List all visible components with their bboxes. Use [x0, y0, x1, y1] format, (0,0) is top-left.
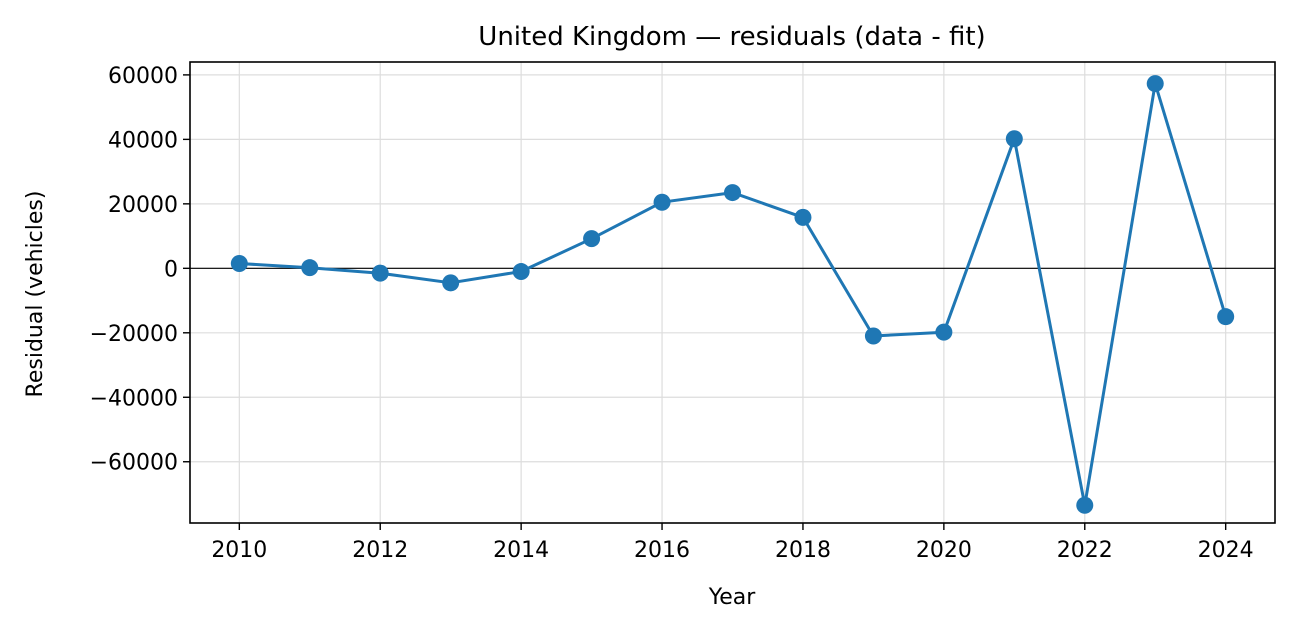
y-tick-label: −20000: [90, 322, 178, 347]
y-axis-title: Residual (vehicles): [23, 191, 48, 398]
y-tick-label: −40000: [90, 386, 178, 411]
data-point: [301, 259, 319, 277]
data-point: [512, 263, 530, 281]
data-point: [230, 254, 248, 272]
ticks: 2010 2012 2014 2016 2018 2020 2022 2024 −60000 −4…: [90, 64, 1254, 563]
data-point: [442, 274, 460, 292]
x-axis-title: Year: [708, 585, 757, 610]
series-line: [239, 82, 1228, 507]
data-point: [1076, 496, 1094, 514]
grid: [190, 62, 1275, 523]
y-tick-label: −60000: [90, 451, 178, 476]
x-tick-label: 2020: [916, 538, 972, 563]
y-tick-label: 40000: [108, 128, 178, 153]
x-tick-label: 2022: [1057, 538, 1113, 563]
chart-title: United Kingdom — residuals (data - fit): [478, 22, 985, 52]
data-point: [1146, 75, 1164, 93]
x-tick-label: 2012: [352, 538, 408, 563]
data-point: [371, 264, 389, 282]
data-point: [583, 230, 601, 248]
data-point: [935, 323, 953, 341]
data-point: [1217, 308, 1235, 326]
data-point: [724, 184, 741, 202]
x-tick-label: 2018: [775, 538, 831, 563]
x-tick-label: 2024: [1198, 538, 1254, 563]
x-tick-label: 2010: [211, 538, 267, 563]
x-tick-label: 2016: [634, 538, 690, 563]
data-point: [864, 327, 882, 345]
y-tick-label: 60000: [108, 64, 178, 89]
data-point: [653, 193, 671, 211]
data-point: [1005, 130, 1023, 148]
data-point: [794, 208, 812, 226]
x-tick-label: 2014: [493, 538, 549, 563]
y-tick-label: 20000: [108, 193, 178, 218]
y-tick-label: 0: [164, 257, 178, 282]
series-layer: [230, 75, 1235, 514]
plot-frame: [189, 61, 1276, 524]
